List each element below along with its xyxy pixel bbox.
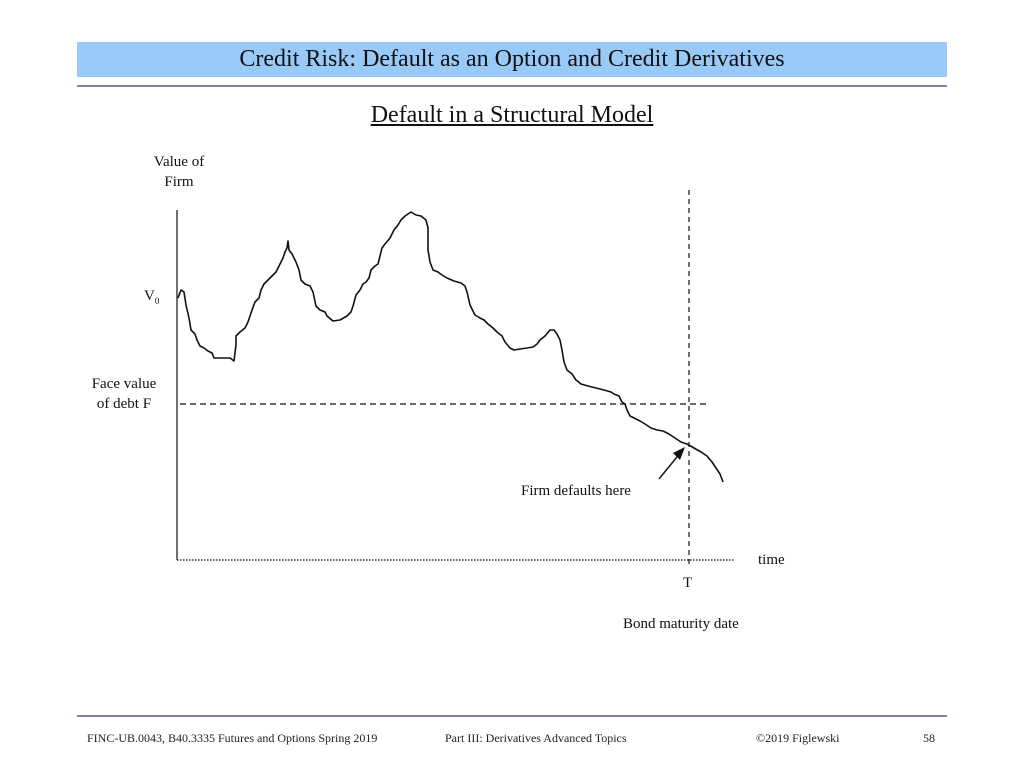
default-annotation: Firm defaults here xyxy=(521,483,631,499)
diagram-subtitle: Default in a Structural Model xyxy=(370,102,654,128)
face-value-label-line1: Face value xyxy=(91,376,157,392)
footer-part: Part III: Derivatives Advanced Topics xyxy=(445,731,627,745)
footer-course: FINC-UB.0043, B40.3335 Futures and Optio… xyxy=(87,731,378,745)
v0-label: V0 xyxy=(144,286,159,311)
y-axis-label-line2: Firm xyxy=(164,174,194,190)
maturity-label: T xyxy=(683,575,693,591)
footer-copyright: ©2019 Figlewski xyxy=(756,731,840,745)
top-divider xyxy=(77,85,947,87)
maturity-caption: Bond maturity date xyxy=(623,616,739,632)
bottom-divider xyxy=(77,715,947,717)
footer-page-number: 58 xyxy=(923,731,935,745)
firm-value-path xyxy=(177,211,724,483)
v0-label-subscript: 0 xyxy=(154,296,160,306)
y-axis-label-line1: Value of xyxy=(153,154,205,170)
slide-title: Credit Risk: Default as an Option and Cr… xyxy=(239,46,785,72)
default-arrow-head xyxy=(673,447,685,460)
v0-label-text: V xyxy=(144,288,155,304)
face-value-label-line2: of debt F xyxy=(96,396,152,412)
face-value-label: Face value of debt F xyxy=(78,374,170,414)
y-axis-label: Value of Firm xyxy=(135,152,223,192)
x-axis-label: time xyxy=(758,552,785,568)
title-bar: Credit Risk: Default as an Option and Cr… xyxy=(77,42,947,77)
